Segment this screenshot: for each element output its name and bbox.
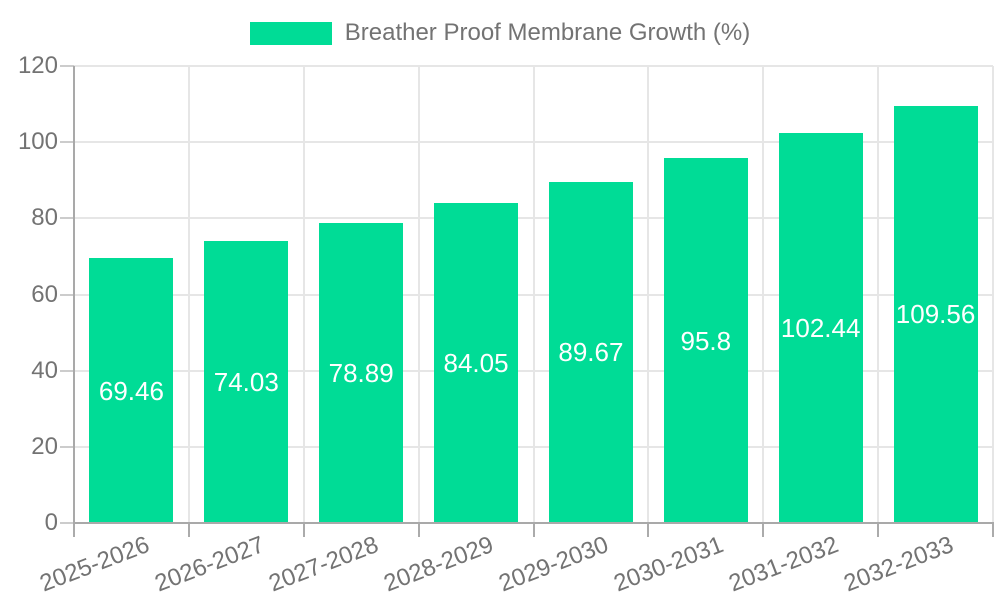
bar-value-label: 84.05 (443, 347, 509, 378)
y-tick-label: 60 (31, 280, 58, 308)
x-tick-label: 2027-2028 (265, 531, 383, 598)
y-tick-label: 120 (17, 52, 58, 79)
y-axis-tick (60, 522, 74, 524)
bar (434, 202, 519, 523)
bar (548, 181, 633, 523)
x-axis-tick (532, 524, 535, 537)
legend-label: Breather Proof Membrane Growth (%) (344, 19, 751, 46)
bar (663, 158, 748, 523)
y-axis-tick (60, 141, 74, 144)
y-axis-tick (60, 445, 74, 448)
bar-value-label: 74.03 (213, 367, 279, 398)
bar-value-label: 78.89 (328, 357, 394, 388)
gridline-vertical (877, 66, 880, 523)
x-tick-label: 2030-2031 (610, 531, 728, 598)
legend-swatch (249, 21, 332, 45)
gridline-vertical (417, 66, 420, 523)
y-axis-tick (60, 293, 74, 296)
x-axis-tick (302, 524, 305, 537)
gridline-vertical (187, 66, 190, 523)
bar (204, 241, 289, 523)
y-axis-tick (60, 65, 74, 67)
y-tick-label: 80 (31, 204, 58, 232)
y-axis-tick (60, 369, 74, 372)
bar (89, 258, 174, 523)
bar-value-label: 95.8 (680, 325, 732, 356)
bar-value-label: 69.46 (98, 375, 164, 406)
gridline-vertical (647, 66, 650, 523)
bar (893, 105, 978, 523)
y-tick-label: 0 (44, 509, 58, 536)
x-tick-label: 2025-2026 (35, 531, 153, 598)
x-axis-tick (187, 524, 190, 537)
bar-value-label: 102.44 (780, 312, 861, 343)
gridline-vertical (992, 66, 994, 523)
y-tick-label: 40 (31, 356, 58, 384)
y-tick-label: 100 (17, 128, 58, 156)
y-axis-line (73, 66, 75, 523)
bar-value-label: 89.67 (558, 337, 624, 368)
gridline-vertical (302, 66, 305, 523)
x-axis-tick (73, 524, 75, 537)
bar-value-label: 109.56 (895, 299, 976, 330)
bar (778, 132, 863, 523)
x-tick-label: 2029-2030 (495, 531, 613, 598)
x-tick-label: 2032-2033 (840, 531, 957, 598)
legend-item[interactable]: Breather Proof Membrane Growth (%) (249, 19, 751, 47)
x-axis-tick (762, 524, 765, 537)
x-tick-label: 2031-2032 (725, 531, 843, 598)
bar (319, 222, 404, 523)
x-tick-label: 2028-2029 (380, 531, 498, 598)
gridline-vertical (532, 66, 535, 523)
x-axis-tick (417, 524, 420, 537)
chart-legend: Breather Proof Membrane Growth (%) (0, 18, 1000, 48)
x-axis-tick (877, 524, 880, 537)
y-axis-tick (60, 217, 74, 220)
gridline-vertical (762, 66, 765, 523)
x-tick-label: 2026-2027 (150, 531, 268, 598)
y-tick-label: 20 (31, 432, 58, 460)
x-axis-line (73, 522, 994, 524)
x-axis-tick (992, 524, 994, 537)
x-axis-tick (647, 524, 650, 537)
